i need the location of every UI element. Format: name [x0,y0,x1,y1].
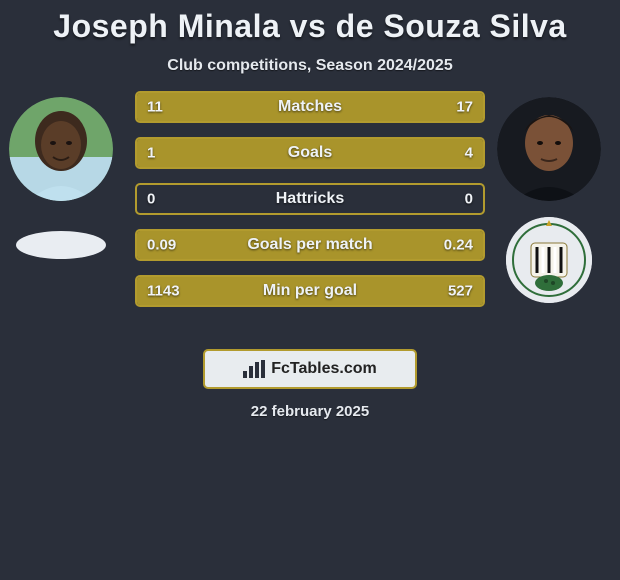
date-text: 22 february 2025 [0,403,620,420]
player2-column [494,97,604,303]
player1-club-badge [16,231,106,259]
player1-avatar [9,97,113,201]
page-title: Joseph Minala vs de Souza Silva [0,8,620,45]
stat-row: Goals1 4 [135,137,485,169]
comparison-body: Matches11 17 Goals1 4 Hattricks0 0 Goals per m… [0,97,620,333]
player2-club-badge [506,217,592,303]
stat-row: Hattricks0 0 [135,183,485,215]
stat-value-right: 527 [448,283,473,300]
stat-bars: Matches11 17 Goals1 4 Hattricks0 0 Goals per m… [135,91,485,321]
branding-box: FcTables.com [203,349,417,389]
stat-value-right: 0 [465,191,473,208]
stat-label: Matches [137,98,483,116]
branding-text: FcTables.com [271,360,377,378]
stat-value-left: 11 [147,99,163,116]
stat-row: Goals per match0.09 0.24 [135,229,485,261]
comparison-card: Joseph Minala vs de Souza Silva Club com… [0,0,620,420]
stat-value-right: 17 [456,99,473,116]
stat-label: Goals [137,144,483,162]
stat-label: Min per goal [137,282,483,300]
stat-label: Goals per match [137,236,483,254]
player2-avatar [497,97,601,201]
stat-label: Hattricks [137,190,483,208]
stat-value-left: 1143 [147,283,180,300]
stat-row: Min per goal1143 527 [135,275,485,307]
branding-chart-icon [243,360,265,378]
stat-value-right: 0.24 [444,237,473,254]
stat-value-right: 4 [465,145,473,162]
stat-value-left: 0 [147,191,155,208]
player1-column [6,97,116,259]
subtitle: Club competitions, Season 2024/2025 [0,57,620,75]
stat-value-left: 1 [147,145,155,162]
stat-value-left: 0.09 [147,237,176,254]
stat-row: Matches11 17 [135,91,485,123]
